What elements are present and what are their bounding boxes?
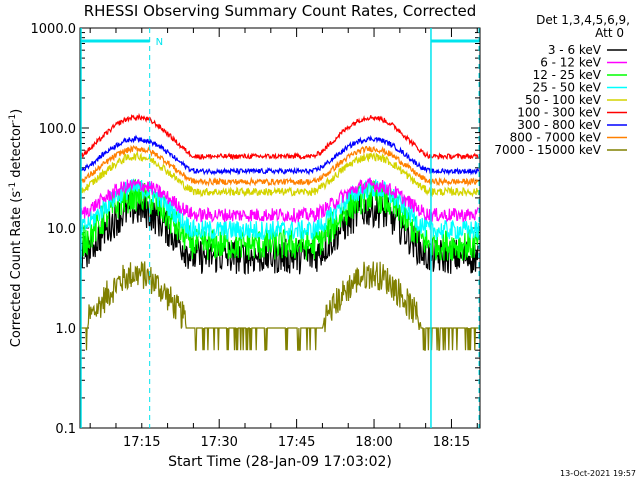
y-axis-label-mid: detector — [9, 122, 24, 182]
series-line — [80, 150, 480, 198]
series-layer — [80, 112, 480, 351]
series-line — [80, 176, 480, 241]
chart-title: RHESSI Observing Summary Count Rates, Co… — [84, 2, 477, 20]
night-flag-label: N — [156, 37, 163, 48]
legend-header-line2: Att 0 — [595, 26, 624, 40]
x-axis-label: Start Time (28-Jan-09 17:03:02) — [168, 454, 392, 470]
x-tick-label: 18:15 — [433, 435, 470, 450]
y-axis-label: Corrected Count Rate (s-1 detector-1) — [8, 109, 24, 347]
x-tick-label: 17:45 — [278, 435, 315, 450]
y-tick-label: 1000.0 — [31, 22, 77, 37]
legend-label: 3 - 6 keV — [548, 43, 602, 57]
y-axis-label-sup1: -1 — [8, 182, 18, 191]
legend-label: 800 - 7000 keV — [510, 131, 602, 145]
series-line — [80, 112, 479, 161]
y-axis-label-sup2: -1 — [8, 114, 18, 123]
legend-label: 300 - 800 keV — [517, 118, 601, 132]
series-line — [80, 177, 480, 224]
legend-label: 100 - 300 keV — [517, 106, 601, 120]
y-tick-label: 100.0 — [39, 122, 76, 137]
legend-label: 7000 - 15000 keV — [494, 143, 601, 157]
x-tick-label: 18:00 — [355, 435, 392, 450]
series-line — [81, 261, 479, 351]
y-axis-label-end: ) — [9, 109, 24, 114]
legend-label: 12 - 25 keV — [533, 68, 602, 82]
legend-label: 6 - 12 keV — [540, 56, 602, 70]
legend-label: 25 - 50 keV — [533, 81, 602, 95]
y-tick-label: 0.1 — [55, 422, 76, 437]
series-line — [80, 191, 479, 276]
y-tick-label: 10.0 — [47, 222, 76, 237]
y-axis-label-main: Corrected Count Rate (s — [9, 191, 24, 348]
series-line — [80, 134, 480, 176]
x-tick-label: 17:30 — [200, 435, 237, 450]
y-tick-labels: 0.1 1.0 10.0 100.0 1000.0 — [31, 22, 77, 437]
legend-label: 50 - 100 keV — [525, 93, 602, 107]
footer-date: 13-Oct-2021 19:57 — [560, 469, 636, 478]
y-tick-label: 1.0 — [55, 322, 76, 337]
legend-header-line1: Det 1,3,4,5,6,9, — [536, 13, 630, 27]
saa-markers: N — [80, 28, 480, 428]
x-tick-label: 17:15 — [123, 435, 160, 450]
series-line — [81, 144, 480, 187]
x-tick-labels: 17:15 17:30 17:45 18:00 18:15 — [123, 435, 470, 450]
